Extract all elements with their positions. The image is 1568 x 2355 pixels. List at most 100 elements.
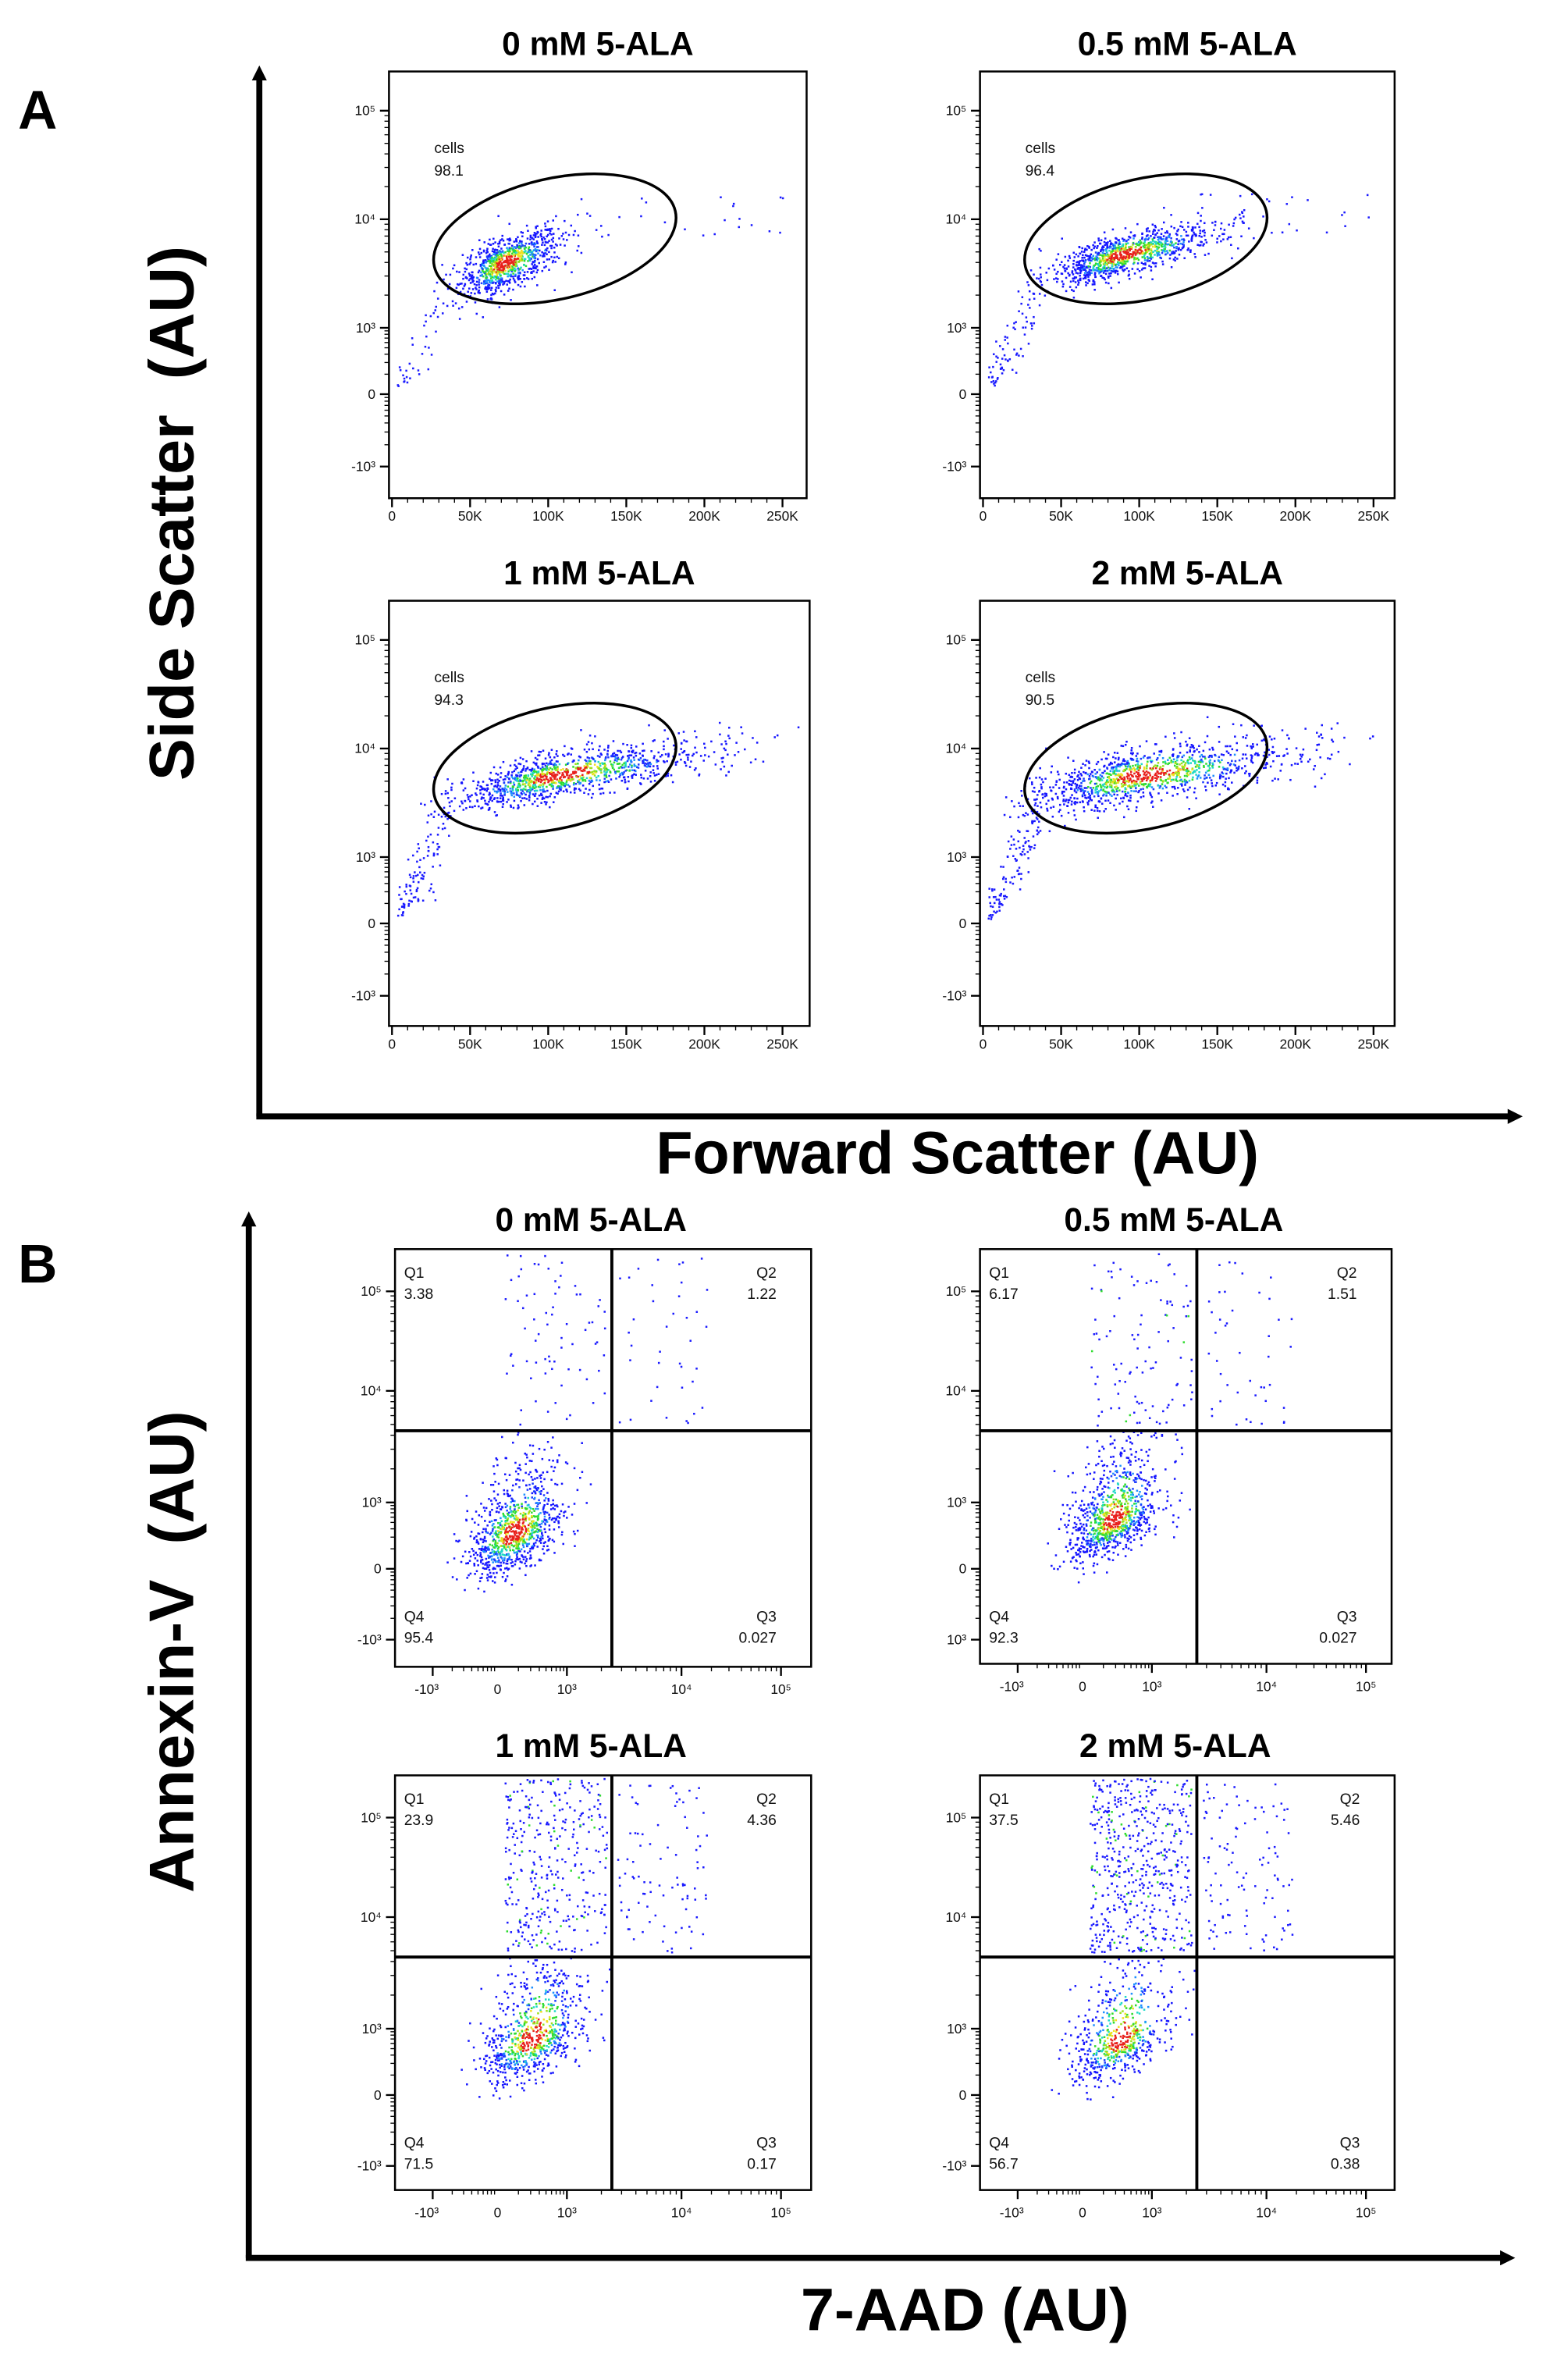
event-dot [599, 752, 603, 755]
event-dot [1086, 266, 1089, 269]
event-dot [519, 247, 522, 250]
event-dot [561, 772, 564, 774]
event-dot [1194, 766, 1197, 768]
event-dot [494, 288, 497, 291]
event-dot [464, 283, 467, 286]
event-dot [1147, 241, 1150, 244]
event-dot [555, 792, 558, 794]
event-dot [1239, 194, 1242, 197]
event-dot [1186, 751, 1189, 754]
event-dot [572, 772, 574, 775]
event-dot [744, 748, 746, 751]
event-dot [605, 774, 607, 777]
event-dot [1186, 775, 1189, 777]
event-dot [543, 238, 546, 240]
event-dot [635, 752, 638, 754]
event-dot [1122, 243, 1125, 246]
event-dot [513, 770, 516, 773]
event-dot [1151, 775, 1154, 778]
event-dot [1123, 777, 1126, 781]
event-dot [1140, 276, 1142, 279]
event-dot [494, 265, 496, 267]
event-dot [1101, 248, 1104, 251]
event-dot [1179, 783, 1182, 785]
event-dot [423, 324, 425, 327]
event-dot [1186, 767, 1189, 770]
event-dot [1238, 765, 1240, 768]
event-dot [1100, 786, 1103, 789]
event-dot [612, 752, 614, 756]
event-dot [1072, 760, 1075, 763]
event-dot [525, 224, 528, 227]
event-dot [484, 802, 487, 805]
event-dot [1207, 774, 1211, 777]
event-dot [1196, 244, 1199, 247]
event-dot [536, 758, 539, 761]
event-dot [528, 795, 531, 797]
event-dot [1109, 267, 1111, 269]
event-dot [1104, 265, 1106, 267]
event-dot [407, 905, 410, 907]
event-dot [1105, 791, 1108, 793]
event-dot [1256, 743, 1258, 746]
event-dot [1128, 270, 1130, 272]
y-tick-label: -10³ [351, 458, 375, 474]
event-dot [521, 793, 523, 795]
event-dot [491, 262, 493, 265]
event-dot [610, 763, 613, 766]
event-dot [1256, 781, 1259, 784]
event-dot [1033, 847, 1036, 849]
event-dot [530, 258, 533, 260]
event-dot [1161, 249, 1163, 251]
event-dot [1104, 261, 1107, 264]
event-dot [1167, 777, 1169, 780]
gate-percentage: 94.3 [434, 692, 464, 709]
event-dot [1256, 776, 1259, 779]
event-dot [1164, 246, 1167, 249]
event-dot [593, 770, 596, 772]
event-dot [1074, 802, 1076, 806]
event-dot [1160, 257, 1163, 260]
event-dot [443, 278, 445, 281]
event-dot [1142, 267, 1144, 269]
event-dot [667, 755, 670, 758]
event-dot [714, 763, 717, 766]
event-dot [1175, 246, 1178, 248]
event-dot [517, 250, 519, 252]
event-dot [1189, 786, 1191, 789]
event-dot [1186, 759, 1189, 762]
event-dot [1143, 766, 1146, 769]
event-dot [1173, 246, 1175, 249]
event-dot [1206, 770, 1209, 772]
event-dot [511, 248, 514, 251]
event-dot [1241, 211, 1243, 213]
event-dot [1144, 783, 1147, 785]
event-dot [1062, 795, 1065, 797]
event-dot [498, 255, 501, 258]
event-dot [1124, 794, 1126, 797]
event-dot [1166, 250, 1168, 252]
event-dot [533, 263, 536, 266]
event-dot [1030, 809, 1033, 813]
event-dot [436, 853, 439, 856]
event-dot [559, 777, 562, 780]
event-dot [1327, 757, 1329, 760]
event-dot [514, 257, 516, 260]
event-dot [1031, 783, 1033, 786]
event-dot [1074, 281, 1077, 283]
event-dot [1079, 788, 1082, 791]
event-dot [1026, 830, 1028, 832]
event-dot [550, 247, 553, 250]
event-dot [610, 755, 613, 758]
event-dot [418, 866, 421, 869]
event-dot [485, 789, 488, 792]
event-dot [1166, 792, 1168, 794]
event-dot [1192, 772, 1194, 774]
event-dot [503, 265, 505, 268]
event-dot [1209, 759, 1211, 762]
event-dot [1017, 816, 1020, 819]
event-dot [405, 892, 407, 895]
event-dot [603, 749, 606, 751]
event-dot [1150, 241, 1153, 244]
event-dot [1150, 249, 1153, 252]
